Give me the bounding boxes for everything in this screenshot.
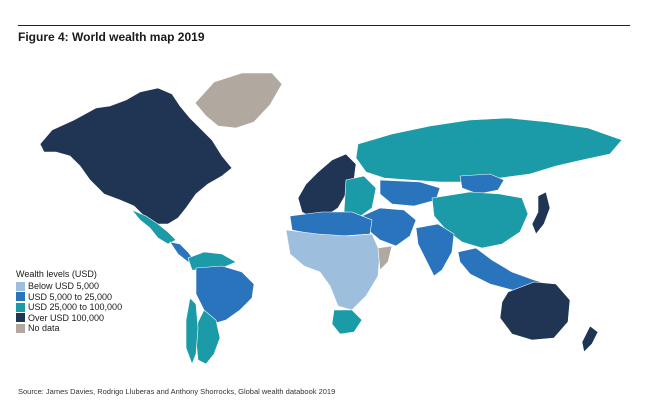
legend-item-5000-25000: USD 5,000 to 25,000 — [16, 292, 122, 303]
region-chile — [185, 297, 199, 365]
region-new-zealand — [581, 325, 599, 353]
legend-item-below-5000: Below USD 5,000 — [16, 281, 122, 292]
world-map — [39, 72, 623, 365]
legend-title: Wealth levels (USD) — [16, 269, 97, 279]
legend-swatch — [16, 302, 25, 312]
region-russia — [355, 117, 623, 183]
region-brazil — [195, 265, 255, 325]
legend-swatch — [16, 313, 25, 323]
region-mexico — [131, 209, 177, 245]
region-mongolia — [459, 173, 505, 195]
region-japan — [531, 191, 551, 235]
legend-swatch — [16, 323, 25, 333]
legend-swatch — [16, 281, 25, 291]
source-note: Source: James Davies, Rodrigo Lluberas a… — [18, 387, 336, 396]
legend-item-over-100000: Over USD 100,000 — [16, 313, 122, 324]
top-rule — [18, 25, 630, 26]
region-australia — [499, 281, 571, 341]
legend-swatch — [16, 292, 25, 302]
region-central-asia — [379, 179, 441, 207]
legend-label: USD 25,000 to 100,000 — [28, 302, 123, 313]
legend: Wealth levels (USD) Below USD 5,000 USD … — [16, 269, 122, 334]
legend-label: USD 5,000 to 25,000 — [28, 291, 113, 302]
region-greenland — [194, 72, 283, 129]
legend-item-25000-100000: USD 25,000 to 100,000 — [16, 302, 122, 313]
region-south-asia — [415, 223, 455, 277]
legend-label: Over USD 100,000 — [28, 312, 105, 323]
region-north-america — [39, 87, 233, 225]
legend-label: Below USD 5,000 — [28, 281, 100, 292]
region-middle-east — [361, 207, 417, 247]
region-sub-saharan-africa — [285, 229, 381, 311]
legend-item-no-data: No data — [16, 323, 122, 334]
region-south-africa — [331, 309, 363, 335]
legend-label: No data — [28, 323, 60, 334]
region-horn-of-africa — [377, 245, 393, 271]
region-south-america-north — [187, 251, 237, 271]
figure-title: Figure 4: World wealth map 2019 — [18, 30, 205, 44]
